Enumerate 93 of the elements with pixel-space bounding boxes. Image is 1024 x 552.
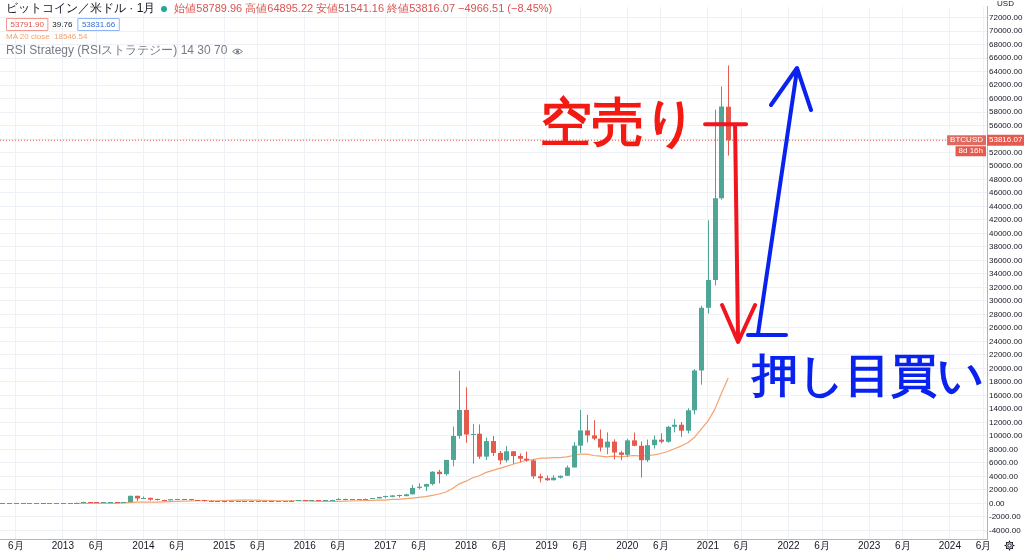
x-tick-label: 6月 [814,539,830,551]
annotation: RSI Strategy (RSIストラテジー) 14 30 70 [6,43,228,58]
annotation: 53791.90 [10,19,45,29]
x-tick-label: 2023 [858,539,881,551]
x-tick-label: 2013 [51,539,75,551]
x-tick-label: 6月 [330,539,347,551]
y-tick-label: 50000.00 [989,161,1023,171]
x-tick-label: 2016 [293,539,317,551]
y-tick-label: 32000.00 [989,282,1023,292]
x-tick-label: 6月 [169,539,185,551]
text: USD [997,0,1015,8]
x-tick-label: 6月 [411,539,427,551]
x-tick-label: 2018 [454,539,478,551]
y-tick-label: 20000.00 [989,363,1023,373]
y-tick-label: 18000.00 [989,377,1023,387]
y-tick-label: 8000.00 [989,444,1019,454]
annotation: 39.76 [52,19,73,29]
y-tick-label: 52000.00 [989,147,1023,157]
y-tick-label: 56000.00 [989,120,1023,130]
annotation: BTCUSD [950,135,984,145]
y-tick-label: 6000.00 [989,458,1019,468]
x-tick-label: 6月 [895,539,911,551]
annotation: 8d 16h [958,146,983,156]
candlestick [592,419,597,441]
x-tick-label: 2021 [696,539,720,551]
y-tick-label: 66000.00 [989,53,1023,63]
y-tick-label: 16000.00 [989,390,1023,400]
text: MA 20 close [6,32,51,42]
y-tick-label: 22000.00 [989,350,1023,360]
y-tick-label: 30000.00 [989,296,1023,306]
annotation: 押し目買い [750,347,984,402]
ref-line-label: 53816.07 [989,135,1023,145]
y-tick-label: 34000.00 [989,269,1023,279]
y-tick-label: 4000.00 [989,471,1019,481]
y-tick-label: 12000.00 [989,417,1023,427]
candlestick [639,440,644,478]
candlestick [471,423,476,465]
candlestick [484,437,489,461]
x-tick-label: 2015 [213,539,236,551]
chart-title: ビットコイン／米ドル · 1月 [6,1,156,16]
x-tick-label: 6月 [653,539,669,551]
y-tick-label: 2000.00 [989,485,1019,495]
x-tick-label: 2020 [616,539,639,551]
candlestick [578,409,583,454]
candlestick [491,435,496,457]
y-tick-label: 42000.00 [989,215,1023,225]
x-tick-label: 6月 [572,539,589,551]
x-tick-label: 6月 [249,539,266,551]
y-tick-label: 0.00 [989,498,1006,508]
x-tick-label: 6月 [733,539,750,551]
candlestick [585,414,590,443]
candlestick [477,423,482,460]
y-tick-label: 10000.00 [989,431,1023,441]
x-tick-label: 6月 [491,539,508,551]
candlestick [645,439,650,463]
y-tick-label: 44000.00 [989,201,1023,211]
candlestick [572,441,577,468]
x-tick-label: 2024 [938,539,962,551]
annotation: 18546.54 [54,32,88,42]
x-tick-label: 2019 [535,539,559,551]
candlestick [686,407,691,434]
x-tick-label: 2017 [374,539,397,551]
y-tick-label: 46000.00 [989,188,1023,198]
candlestick [598,429,603,452]
x-tick-label: 2022 [777,539,801,551]
y-tick-label: 26000.00 [989,323,1023,333]
y-tick-label: -4000.00 [989,525,1022,535]
y-tick-label: 38000.00 [989,242,1023,252]
x-tick-label: 6月 [975,539,992,551]
y-tick-label: 60000.00 [989,93,1023,103]
x-tick-label: 2014 [132,539,156,551]
y-tick-label: -2000.00 [989,512,1022,522]
y-tick-label: 48000.00 [989,174,1023,184]
candlestick [531,458,536,480]
annotation: 空売り [540,91,698,152]
y-tick-label: 36000.00 [989,255,1023,265]
candlestick [612,438,617,460]
x-tick-label: 6月 [8,539,24,551]
y-tick-label: 64000.00 [989,66,1023,76]
y-tick-label: 40000.00 [989,228,1023,238]
y-tick-label: 14000.00 [989,404,1023,414]
y-tick-label: 24000.00 [989,336,1023,346]
annotation: 53831.66 [81,19,116,29]
candlestick [625,438,630,458]
y-tick-label: 62000.00 [989,80,1023,90]
y-tick-label: 68000.00 [989,39,1023,49]
chart-subtitle: 始値58789.96 高値64895.22 安値51541.16 終値53816.07 −4966.51 (−8.45%) [174,2,553,15]
x-tick-label: 6月 [88,539,105,551]
y-tick-label: 70000.00 [989,26,1023,36]
y-tick-label: 28000.00 [989,309,1023,319]
candlestick [451,426,456,467]
y-tick-label: 72000.00 [989,12,1023,22]
y-tick-label: 58000.00 [989,107,1023,117]
